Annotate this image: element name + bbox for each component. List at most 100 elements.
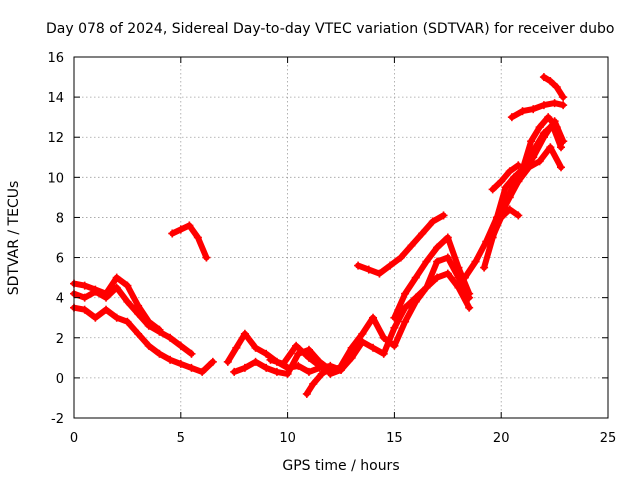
data-point bbox=[266, 355, 275, 364]
data-point bbox=[144, 317, 153, 326]
data-point bbox=[80, 293, 89, 302]
series-band bbox=[540, 74, 567, 101]
y-tick-label: 8 bbox=[56, 211, 64, 226]
data-point bbox=[283, 369, 292, 378]
data-point bbox=[262, 349, 271, 358]
data-point bbox=[518, 107, 527, 116]
data-point bbox=[433, 243, 442, 252]
data-point bbox=[505, 167, 514, 176]
data-point bbox=[559, 93, 568, 102]
data-point bbox=[326, 369, 335, 378]
data-point bbox=[123, 317, 132, 326]
data-point bbox=[223, 357, 232, 366]
data-point bbox=[193, 233, 202, 242]
data-point bbox=[102, 305, 111, 314]
data-point bbox=[123, 297, 132, 306]
data-point bbox=[379, 333, 388, 342]
data-point bbox=[507, 113, 516, 122]
data-point bbox=[460, 273, 469, 282]
data-point bbox=[354, 261, 363, 270]
data-point bbox=[176, 225, 185, 234]
data-point bbox=[497, 213, 506, 222]
data-point bbox=[176, 341, 185, 350]
data-point bbox=[390, 313, 399, 322]
x-tick-label: 15 bbox=[386, 431, 403, 446]
axis-ticks: 0 5 10 15 20 25 -2 0 2 4 6 8 10 12 14 16 bbox=[47, 51, 616, 446]
data-point bbox=[550, 99, 559, 108]
data-point bbox=[418, 229, 427, 238]
data-point bbox=[304, 345, 313, 354]
data-point bbox=[433, 273, 442, 282]
data-point bbox=[91, 313, 100, 322]
y-tick-label: 0 bbox=[56, 372, 64, 387]
data-point bbox=[166, 333, 175, 342]
x-tick-label: 0 bbox=[70, 431, 78, 446]
data-point bbox=[80, 281, 89, 290]
data-point bbox=[240, 329, 249, 338]
data-point bbox=[202, 253, 211, 262]
data-series bbox=[70, 73, 568, 398]
data-point bbox=[454, 263, 463, 272]
y-tick-label: 14 bbox=[47, 91, 64, 106]
series-band bbox=[303, 364, 334, 397]
data-point bbox=[112, 313, 121, 322]
data-point bbox=[304, 367, 313, 376]
y-axis-label: SDTVAR / TECUs bbox=[6, 181, 22, 296]
data-point bbox=[166, 355, 175, 364]
data-point bbox=[501, 183, 510, 192]
data-point bbox=[465, 303, 474, 312]
data-point bbox=[428, 217, 437, 226]
data-point bbox=[390, 341, 399, 350]
data-point bbox=[471, 257, 480, 266]
data-point bbox=[358, 329, 367, 338]
data-point bbox=[510, 173, 519, 182]
data-point bbox=[187, 349, 196, 358]
data-point bbox=[386, 261, 395, 270]
data-point bbox=[232, 343, 241, 352]
data-point bbox=[439, 211, 448, 220]
data-point bbox=[315, 361, 324, 370]
data-point bbox=[557, 163, 566, 172]
grid bbox=[74, 57, 608, 418]
data-point bbox=[80, 305, 89, 314]
data-point bbox=[559, 137, 568, 146]
data-point bbox=[294, 361, 303, 370]
data-point bbox=[251, 343, 260, 352]
data-point bbox=[317, 369, 326, 378]
x-tick-label: 5 bbox=[177, 431, 185, 446]
data-point bbox=[134, 301, 143, 310]
data-point bbox=[292, 341, 301, 350]
data-point bbox=[539, 73, 548, 82]
data-point bbox=[134, 329, 143, 338]
data-point bbox=[123, 281, 132, 290]
y-tick-label: 2 bbox=[56, 332, 64, 347]
y-tick-label: 16 bbox=[47, 51, 64, 66]
data-point bbox=[198, 367, 207, 376]
data-point bbox=[407, 241, 416, 250]
data-point bbox=[112, 283, 121, 292]
data-point bbox=[518, 165, 527, 174]
data-point bbox=[514, 211, 523, 220]
data-point bbox=[552, 123, 561, 132]
data-point bbox=[544, 113, 553, 122]
data-point bbox=[443, 233, 452, 242]
data-point bbox=[364, 265, 373, 274]
data-point bbox=[401, 303, 410, 312]
data-point bbox=[112, 273, 121, 282]
chart-title: Day 078 of 2024, Sidereal Day-to-day VTE… bbox=[46, 21, 614, 37]
data-point bbox=[390, 323, 399, 332]
data-point bbox=[411, 297, 420, 306]
data-point bbox=[539, 133, 548, 142]
data-point bbox=[443, 269, 452, 278]
data-point bbox=[401, 289, 410, 298]
data-point bbox=[443, 253, 452, 262]
x-axis-label: GPS time / hours bbox=[282, 458, 399, 474]
y-tick-label: 12 bbox=[47, 131, 64, 146]
data-point bbox=[529, 105, 538, 114]
data-point bbox=[552, 83, 561, 92]
data-point bbox=[302, 389, 311, 398]
data-point bbox=[240, 363, 249, 372]
data-point bbox=[465, 289, 474, 298]
data-point bbox=[155, 325, 164, 334]
